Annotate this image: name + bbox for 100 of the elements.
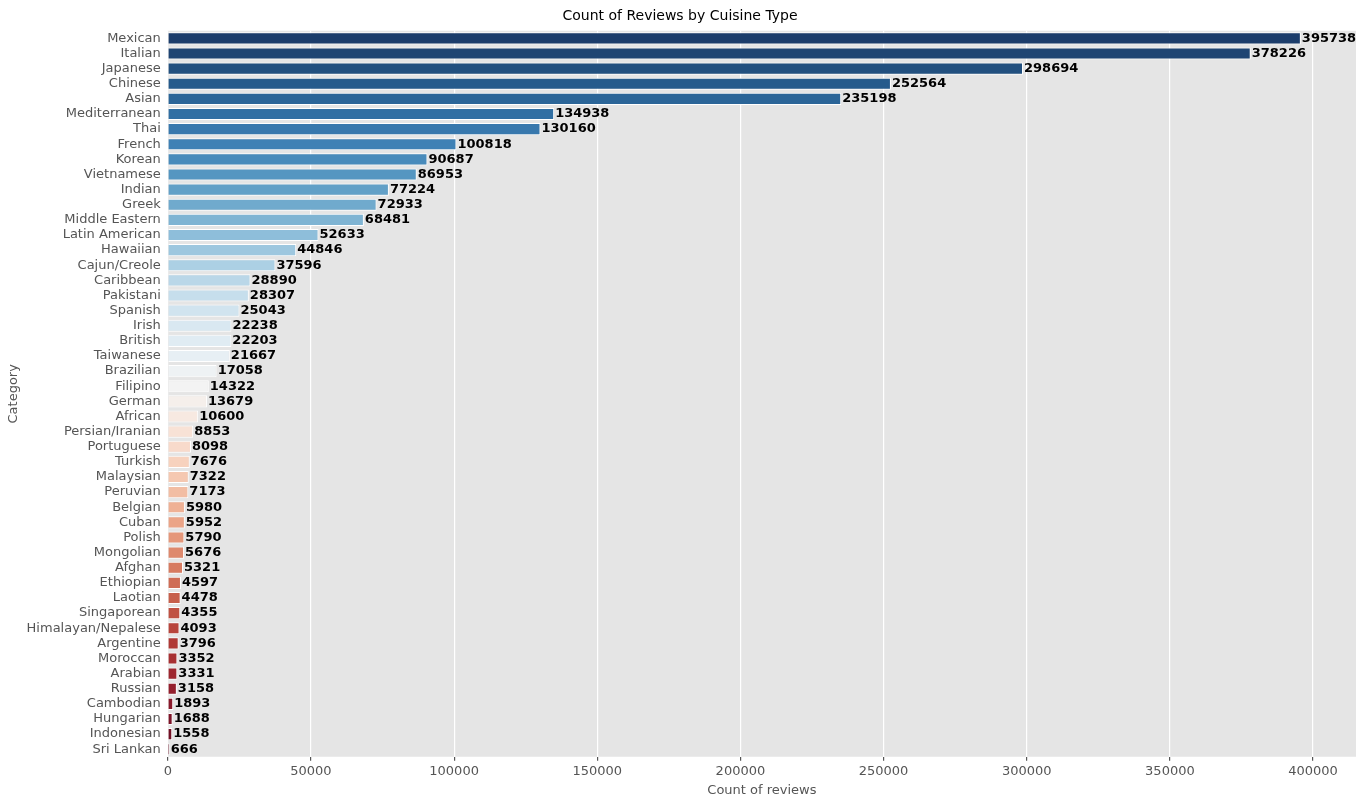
data-label: 5790 (185, 528, 222, 544)
x-tick-label: 0 (163, 762, 172, 778)
data-label: 3796 (179, 634, 216, 650)
x-tick-label: 400000 (1288, 762, 1338, 778)
y-tick-label: Mediterranean (65, 105, 161, 121)
data-label: 5321 (184, 559, 221, 575)
y-tick-label: Malaysian (95, 468, 161, 484)
y-tick-label: Mexican (107, 29, 161, 45)
data-label: 90687 (428, 150, 474, 166)
y-tick-label: Ethiopian (99, 574, 161, 590)
data-label: 68481 (364, 211, 411, 227)
y-tick-label: Russian (110, 680, 161, 696)
data-label: 4597 (181, 574, 219, 590)
y-tick-label: Cajun/Creole (77, 256, 161, 272)
data-label: 52633 (319, 226, 365, 242)
data-label: 17058 (217, 362, 263, 378)
y-tick-label: Afghan (115, 559, 161, 575)
y-tick-label: Asian (125, 90, 161, 106)
data-label: 22203 (232, 332, 278, 348)
y-tick-label: Peruvian (104, 483, 161, 499)
data-label: 8098 (191, 438, 229, 454)
data-label: 72933 (377, 196, 423, 212)
data-label: 44846 (297, 241, 343, 257)
y-tick-label: Greek (122, 196, 162, 212)
y-tick-label: Brazilian (104, 362, 161, 378)
data-label: 1688 (173, 710, 210, 726)
y-tick-label: Pakistani (102, 286, 161, 302)
data-label: 25043 (240, 301, 286, 317)
data-label: 130160 (541, 120, 596, 136)
y-tick-label: Caribbean (94, 271, 161, 287)
data-label: 28890 (251, 271, 297, 287)
x-tick-label: 250000 (858, 762, 909, 778)
data-label: 8853 (194, 422, 231, 438)
y-tick-label: Laotian (112, 589, 161, 605)
y-tick-label: Indian (120, 180, 161, 196)
y-tick-label: Chinese (108, 75, 161, 91)
data-label: 134938 (555, 105, 610, 121)
y-tick-label: Thai (132, 120, 161, 136)
data-label: 22238 (232, 317, 278, 333)
data-label: 395738 (1301, 29, 1357, 45)
y-tick-label: Singaporean (79, 604, 161, 620)
y-tick-label: Indonesian (89, 725, 161, 741)
data-label: 7173 (189, 483, 226, 499)
y-tick-label: Spanish (109, 301, 161, 317)
y-tick-label: Moroccan (98, 649, 161, 665)
data-label: 14322 (209, 377, 256, 393)
data-label: 5952 (185, 513, 223, 529)
data-label: 4478 (181, 589, 218, 605)
y-tick-label: African (115, 407, 161, 423)
y-tick-label: Filipino (115, 377, 161, 393)
y-tick-label: Cuban (119, 513, 161, 529)
y-tick-label: Taiwanese (92, 347, 161, 363)
x-tick-label: 350000 (1145, 762, 1195, 778)
data-label: 1893 (174, 695, 211, 711)
y-tick-label: British (119, 332, 161, 348)
y-tick-label: Hawaiian (101, 241, 161, 257)
y-tick-label: Arabian (110, 664, 161, 680)
y-tick-label: Latin American (62, 226, 161, 242)
data-label: 235198 (842, 90, 897, 106)
data-label: 5980 (185, 498, 223, 514)
data-label: 3158 (177, 680, 215, 696)
data-label: 86953 (417, 165, 463, 181)
y-tick-label: Hungarian (93, 710, 161, 726)
data-label: 13679 (207, 392, 254, 408)
y-tick-label: Korean (115, 150, 161, 166)
x-tick-label: 200000 (715, 762, 766, 778)
y-tick-label: Vietnamese (83, 165, 161, 181)
data-label: 666 (170, 740, 198, 756)
y-tick-label: German (108, 392, 161, 408)
y-tick-label: Himalayan/Nepalese (26, 619, 161, 635)
y-tick-label: Polish (123, 528, 161, 544)
data-label: 298694 (1024, 59, 1079, 75)
y-tick-label: Irish (132, 317, 161, 333)
data-label: 28307 (249, 286, 296, 302)
x-tick-label: 50000 (290, 762, 332, 778)
data-label: 5676 (185, 543, 222, 559)
y-tick-label: Japanese (100, 59, 161, 75)
chart-title: Count of Reviews by Cuisine Type (562, 7, 798, 24)
x-tick-label: 300000 (1001, 762, 1052, 778)
data-label: 3352 (178, 649, 215, 665)
y-tick-label: Mongolian (93, 543, 161, 559)
data-label: 252564 (891, 75, 947, 91)
data-label: 37596 (276, 256, 322, 272)
y-tick-label: French (117, 135, 161, 151)
x-tick-label: 100000 (429, 762, 479, 778)
data-label: 100818 (457, 135, 512, 151)
data-label: 1558 (173, 725, 210, 741)
y-tick-label: Belgian (112, 498, 161, 514)
x-axis-title: Count of reviews (707, 781, 817, 797)
data-label: 378226 (1251, 44, 1306, 60)
x-tick-label: 150000 (572, 762, 623, 778)
y-tick-label: Sri Lankan (92, 740, 161, 756)
y-tick-label: Persian/Iranian (63, 422, 161, 438)
y-axis-title: Category (5, 363, 21, 424)
data-label: 3331 (178, 664, 215, 680)
y-tick-label: Cambodian (86, 695, 161, 711)
y-tick-label: Portuguese (87, 438, 161, 454)
y-tick-label: Turkish (114, 453, 161, 469)
data-label: 7676 (190, 453, 227, 469)
data-label: 4093 (180, 619, 217, 635)
